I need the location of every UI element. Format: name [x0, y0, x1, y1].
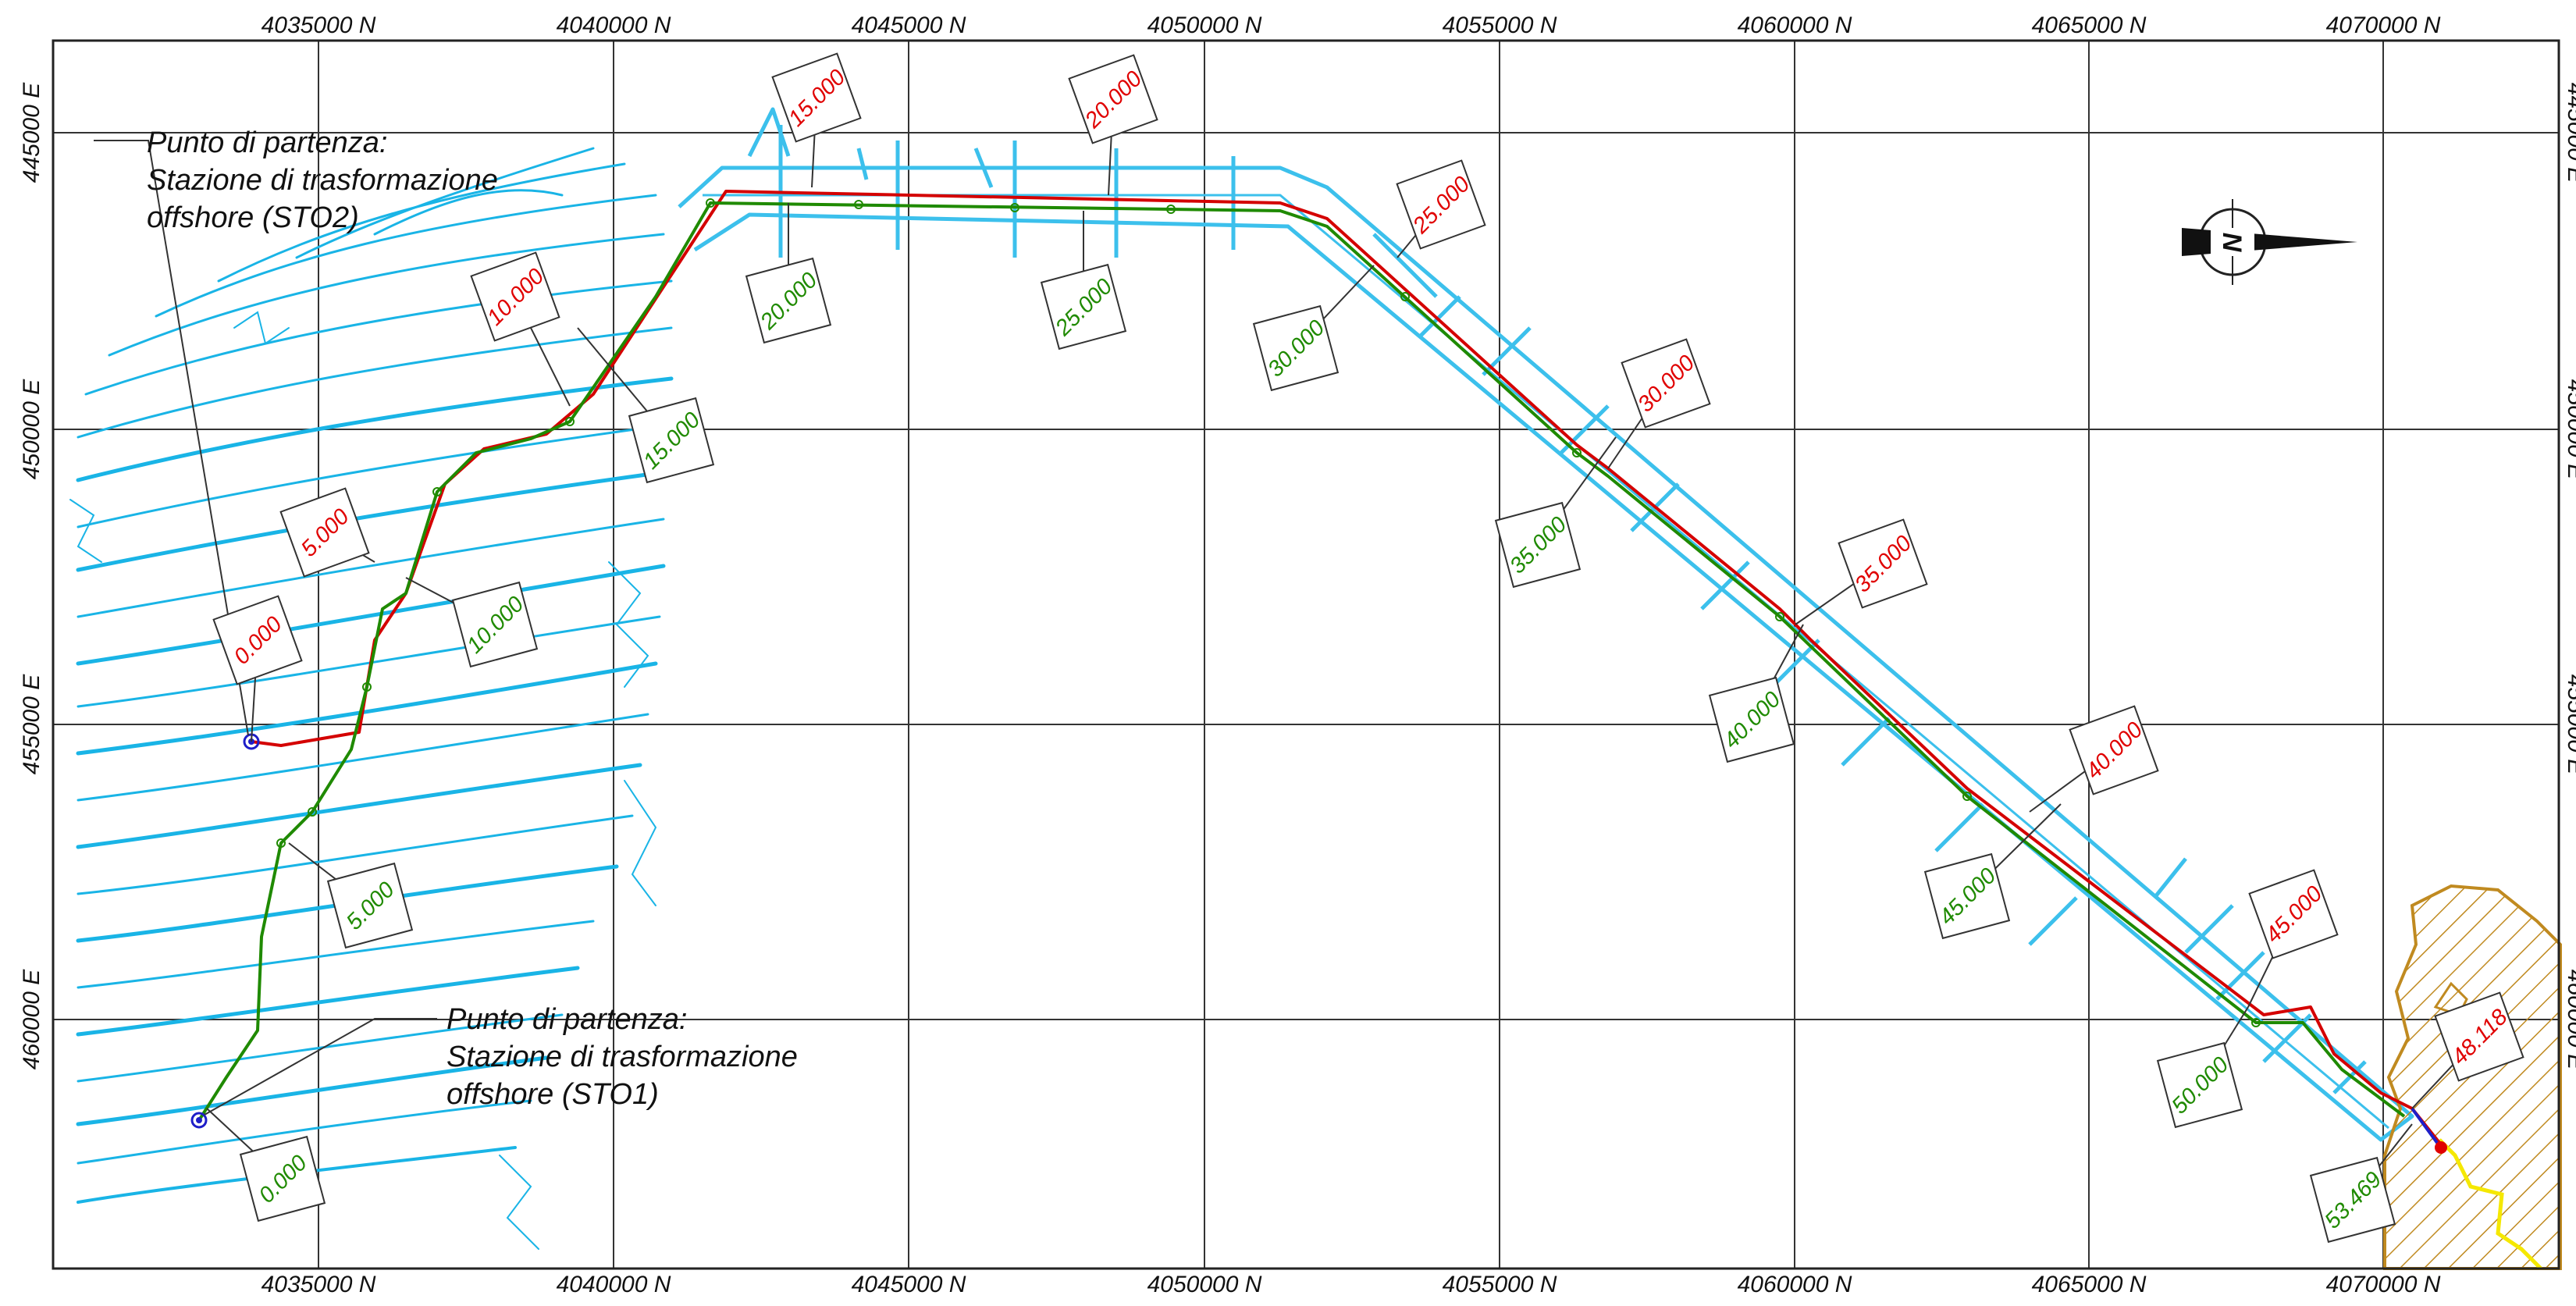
green-chainage-label: 15.000: [577, 327, 715, 484]
top-tick-label-x: 4065000 N: [2032, 12, 2147, 38]
callout-sto2: Punto di partenza: Stazione di trasforma…: [94, 126, 498, 736]
north-arrow-icon: N: [2182, 199, 2357, 285]
landfall-area: [2383, 884, 2562, 1270]
green-chainage-label: 25.000: [1040, 211, 1127, 351]
green-chainage-label: 30.000: [1252, 265, 1375, 392]
green-chainage-label: 20.000: [745, 203, 832, 344]
green-chainage-label: 40.000: [1708, 624, 1804, 763]
top-tick-label-x: 4070000 N: [2326, 12, 2441, 38]
callout-sto1: Punto di partenza: Stazione di trasforma…: [204, 1003, 798, 1116]
bottom-tick-label-x: 4040000 N: [557, 1272, 671, 1297]
route-sto1-green: [197, 201, 2406, 1122]
red-chainage-label: 48.118: [2411, 991, 2524, 1109]
top-tick-label-x: 4060000 N: [1738, 12, 1852, 38]
left-tick-label-y: 445000 E: [19, 82, 44, 183]
bottom-tick-label-x: 4045000 N: [852, 1272, 966, 1297]
left-tick-label-y: 450000 E: [19, 379, 44, 479]
map-frame: [52, 39, 2560, 1270]
red-chainage-label: 5.000: [279, 487, 375, 578]
right-tick-label-y: 455000 E: [2563, 674, 2576, 775]
red-chainage-label: 40.000: [2029, 705, 2159, 813]
top-tick-label-x: 4040000 N: [557, 12, 671, 38]
left-tick-label-y: 455000 E: [19, 674, 44, 774]
red-chainage-label: 20.000: [1068, 54, 1158, 196]
bottom-tick-label-x: 4055000 N: [1443, 1272, 1557, 1297]
red-chainage-label: 0.000: [212, 595, 303, 742]
callout-sto1-line1: Punto di partenza:: [447, 1003, 687, 1036]
red-chainage-label: 25.000: [1396, 159, 1486, 258]
green-chainage-label: 5.000: [288, 842, 414, 949]
coordinate-tick-labels: 4035000 N 4035000 N 4040000 N 4040000 N 4045…: [19, 12, 2576, 1297]
red-chainage-label: 30.000: [1607, 338, 1711, 469]
survey-corridor: [678, 107, 2414, 1142]
top-tick-label-x: 4035000 N: [262, 12, 376, 38]
callout-sto2-line2: Stazione di trasformazione: [147, 164, 498, 197]
right-tick-label-y: 450000 E: [2563, 379, 2576, 480]
callout-sto1-line3: offshore (STO1): [447, 1078, 659, 1111]
red-chainage-label: 15.000: [771, 52, 862, 188]
top-tick-label-x: 4045000 N: [852, 12, 966, 38]
bottom-tick-label-x: 4035000 N: [262, 1272, 376, 1297]
green-chainage-label: 10.000: [405, 577, 539, 668]
bottom-tick-label-x: 4060000 N: [1738, 1272, 1852, 1297]
north-arrow-letter: N: [2217, 233, 2247, 253]
green-chainage-label: 53.469: [2309, 1123, 2413, 1244]
right-tick-label-y: 445000 E: [2563, 83, 2576, 183]
grid-lines: [53, 41, 2559, 1269]
callout-sto2-line1: Punto di partenza:: [147, 126, 387, 159]
callout-sto2-line3: offshore (STO2): [147, 201, 359, 234]
left-tick-label-y: 460000 E: [19, 969, 44, 1069]
red-chainage-label: 45.000: [2247, 869, 2339, 1008]
route-sto2-red: [251, 190, 2445, 1149]
callout-sto1-line2: Stazione di trasformazione: [447, 1041, 798, 1073]
landfall-connection: [2411, 1107, 2447, 1154]
right-tick-label-y: 460000 E: [2563, 970, 2576, 1070]
green-chainage-label: 0.000: [206, 1108, 326, 1222]
top-tick-label-x: 4055000 N: [1443, 12, 1557, 38]
top-tick-label-x: 4050000 N: [1147, 12, 1262, 38]
green-chainage-label: 45.000: [1923, 803, 2062, 940]
green-chainage-label: 35.000: [1494, 436, 1617, 589]
sto1-start-marker: [190, 1112, 208, 1129]
route-vertices: [276, 198, 2261, 1027]
bottom-tick-label-x: 4065000 N: [2032, 1272, 2147, 1297]
bottom-tick-label-x: 4050000 N: [1147, 1272, 1262, 1297]
green-chainage-label: 50.000: [2156, 1006, 2249, 1129]
bottom-tick-label-x: 4070000 N: [2326, 1272, 2441, 1297]
red-chainage-label: 35.000: [1795, 518, 1928, 625]
red-chainage-label: 10.000: [470, 251, 571, 407]
